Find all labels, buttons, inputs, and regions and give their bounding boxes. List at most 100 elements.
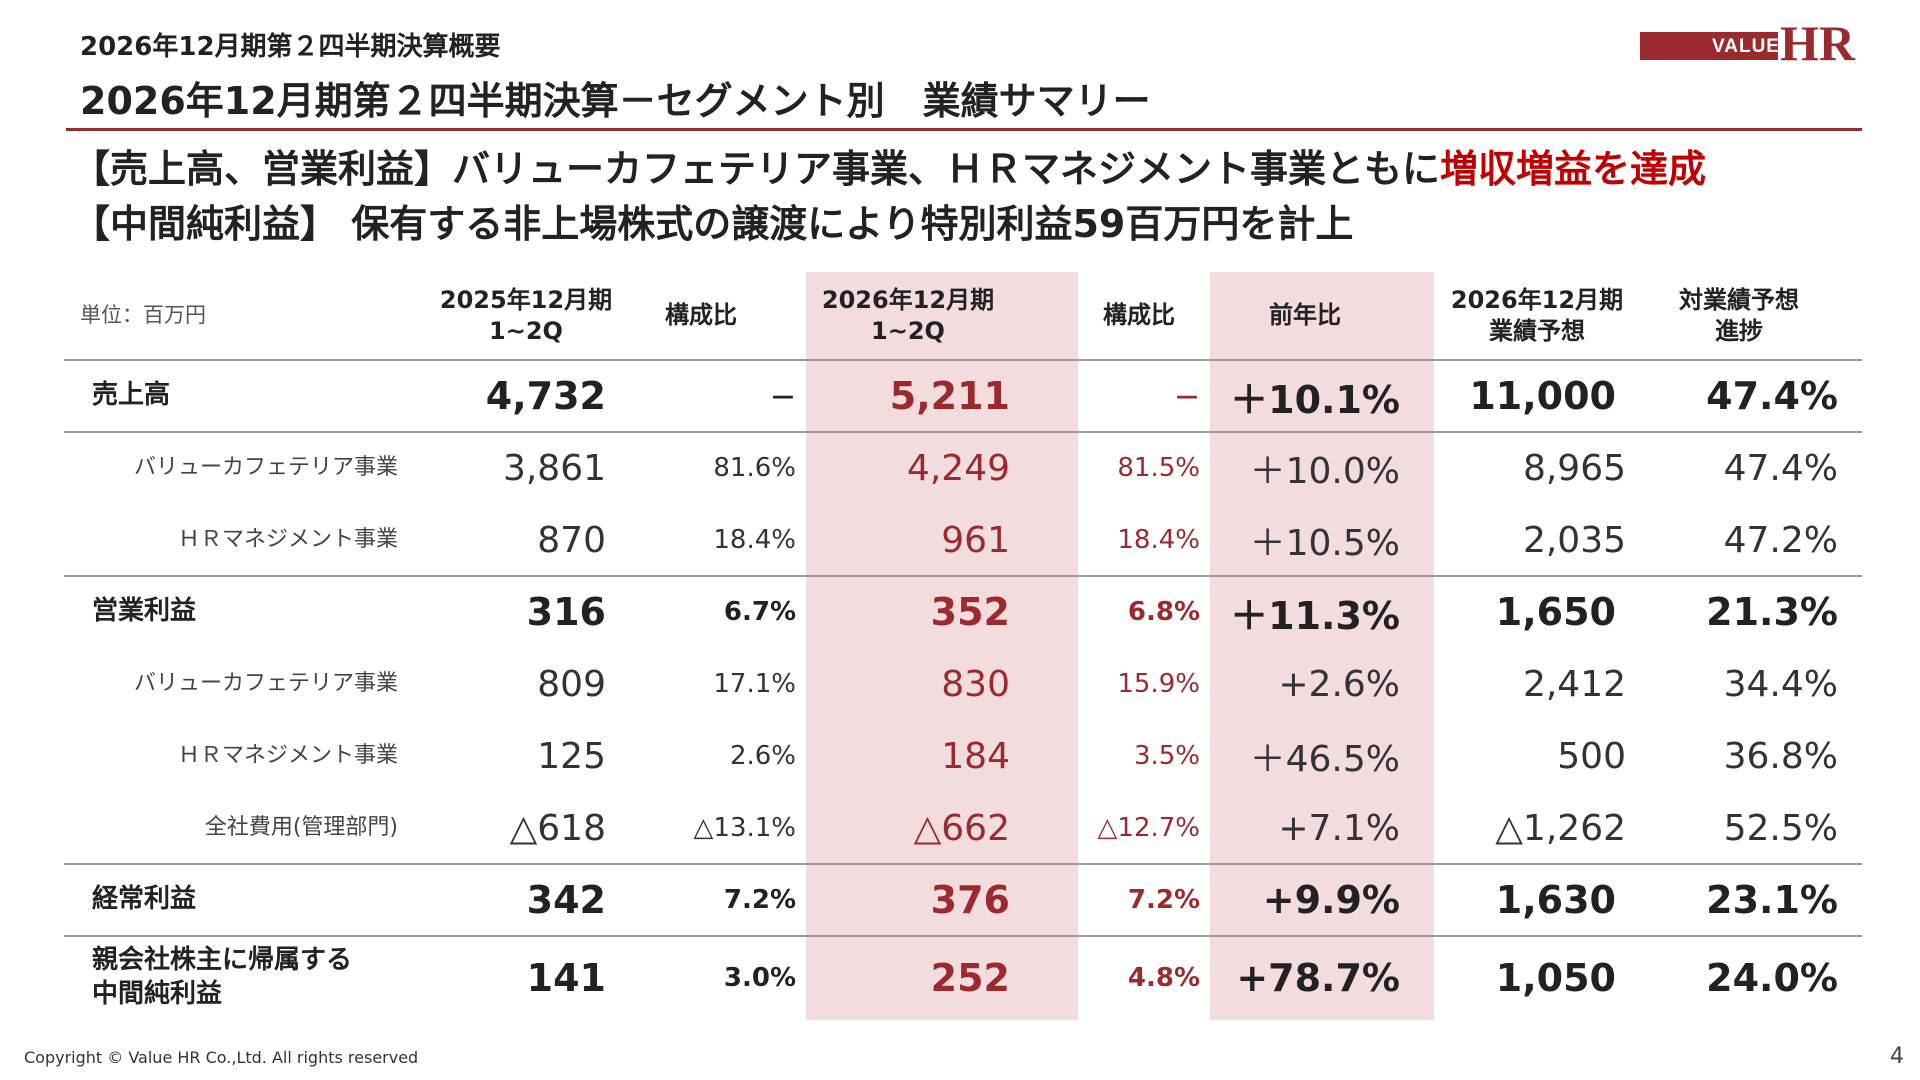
row-label: ＨＲマネジメント事業 <box>92 720 398 792</box>
table-cell: 81.5% <box>1117 453 1200 483</box>
row-label-text: バリューカフェテリア事業 <box>134 454 398 483</box>
column-header-line1: 構成比 <box>665 301 737 330</box>
column-header-5: 前年比 <box>1200 272 1410 360</box>
table-cell: ＋46.5% <box>1249 739 1400 780</box>
row-label-line1: 親会社株主に帰属する <box>92 945 353 976</box>
table-cell: 342 <box>526 878 606 922</box>
table-cell: △12.7% <box>1097 813 1200 843</box>
headline-net-income: 【中間純利益】 保有する非上場株式の譲渡により特別利益59百万円を計上 <box>72 202 1354 246</box>
table-cell: △618 <box>509 807 606 849</box>
row-label: 全社費用(管理部門) <box>92 792 398 864</box>
table-cell: 830 <box>941 663 1010 705</box>
table-cell: 15.9% <box>1117 669 1200 699</box>
row-label-text: ＨＲマネジメント事業 <box>178 526 398 555</box>
table-cell: +7.1% <box>1278 807 1400 849</box>
page-number: 4 <box>1890 1044 1904 1069</box>
table-cell: 21.3% <box>1706 590 1838 634</box>
column-header-2: 構成比 <box>596 272 806 360</box>
yoy-highlight <box>1210 272 1434 1020</box>
column-header-line2: 業績予想 <box>1488 317 1585 345</box>
title-divider <box>66 128 1862 131</box>
row-label-text: バリューカフェテリア事業 <box>134 670 398 699</box>
table-cell: 376 <box>930 878 1010 922</box>
table-cell: 2,412 <box>1522 663 1626 705</box>
row-divider <box>64 575 1862 577</box>
row-divider <box>64 359 1862 361</box>
row-label: ＨＲマネジメント事業 <box>92 504 398 576</box>
table-cell: 18.4% <box>713 525 796 555</box>
table-cell: 36.8% <box>1723 735 1838 777</box>
table-cell: ＋10.0% <box>1249 451 1400 492</box>
table-cell: 870 <box>537 519 606 561</box>
table-cell: 11,000 <box>1469 374 1616 418</box>
table-cell: 3,861 <box>502 447 606 489</box>
table-cell: 23.1% <box>1706 878 1838 922</box>
table-cell: 17.1% <box>713 669 796 699</box>
column-header-text: 構成比 <box>665 300 737 331</box>
table-cell: 24.0% <box>1706 956 1838 1000</box>
column-header-text: 2025年12月期 1~2Q <box>440 285 612 347</box>
table-cell: － <box>769 383 796 414</box>
table-cell: 316 <box>526 590 606 634</box>
table-cell: 184 <box>941 735 1010 777</box>
value-hr-logo: VALUE HR <box>1640 15 1862 71</box>
row-label-text: 全社費用(管理部門) <box>205 814 398 843</box>
row-label: 親会社株主に帰属する 中間純利益 <box>92 936 402 1020</box>
column-header-text: 2026年12月期 業績予想 <box>1451 285 1623 347</box>
table-cell: △662 <box>913 807 1010 849</box>
table-cell: 3.0% <box>723 963 796 993</box>
table-cell: 500 <box>1557 735 1626 777</box>
table-cell: 52.5% <box>1723 807 1838 849</box>
row-label: 経常利益 <box>92 864 402 936</box>
table-cell: 6.8% <box>1127 597 1200 627</box>
unit-label: 単位：百万円 <box>80 303 206 328</box>
page-title: 2026年12月期第２四半期決算－セグメント別 業績サマリー <box>80 79 1151 123</box>
table-cell: ＋11.3% <box>1230 593 1400 638</box>
row-label-line2: 中間純利益 <box>92 979 223 1009</box>
row-label: 営業利益 <box>92 576 402 648</box>
row-label-text: 経常利益 <box>92 883 196 917</box>
column-header-4: 構成比 <box>1068 272 1210 360</box>
table-cell: 4,732 <box>485 374 606 418</box>
table-cell: 352 <box>930 590 1010 634</box>
headline-revenue: 【売上高、営業利益】バリューカフェテリア事業、ＨＲマネジメント事業ともに増収増益… <box>72 138 1706 193</box>
table-cell: 809 <box>537 663 606 705</box>
table-cell: +78.7% <box>1236 956 1400 1000</box>
column-header-line1: 対業績予想 <box>1679 285 1799 314</box>
table-cell: 125 <box>537 735 606 777</box>
table-cell: 8,965 <box>1522 447 1626 489</box>
table-cell: 18.4% <box>1117 525 1200 555</box>
column-header-line1: 前年比 <box>1269 301 1341 330</box>
table-cell: +9.9% <box>1262 878 1400 922</box>
row-label-text: ＨＲマネジメント事業 <box>178 742 398 771</box>
column-header-line2: 進捗 <box>1715 317 1763 345</box>
column-header-6: 2026年12月期 業績予想 <box>1434 272 1640 360</box>
row-divider <box>64 431 1862 433</box>
headline-highlight: 増収増益を達成 <box>1440 147 1707 191</box>
row-label-line: バリューカフェテリア事業 <box>133 454 398 480</box>
table-cell: 2,035 <box>1522 519 1626 561</box>
table-cell: △1,262 <box>1495 807 1626 849</box>
column-header-7: 対業績予想 進捗 <box>1630 272 1848 360</box>
row-label-text: 親会社株主に帰属する 中間純利益 <box>92 944 352 1012</box>
column-header-line1: 2026年12月期 <box>821 285 995 314</box>
table-cell: 47.2% <box>1723 519 1838 561</box>
row-label: バリューカフェテリア事業 <box>92 648 398 720</box>
copyright: Copyright © Value HR Co.,Ltd. All rights… <box>24 1048 419 1067</box>
column-header-line1: 2026年12月期 <box>1450 285 1624 314</box>
row-label-line: ＨＲマネジメント事業 <box>177 526 398 552</box>
table-cell: 1,630 <box>1495 878 1616 922</box>
table-cell: 47.4% <box>1723 447 1838 489</box>
table-cell: ＋10.5% <box>1249 523 1400 564</box>
column-header-3: 2026年12月期 1~2Q <box>796 272 1020 360</box>
logo-hr-text: HR <box>1780 15 1855 71</box>
table-cell: 3.5% <box>1133 741 1200 771</box>
row-label-line: 売上高 <box>92 380 171 411</box>
row-label: 売上高 <box>92 360 402 432</box>
table-cell: 141 <box>526 956 606 1000</box>
logo-bar <box>1640 32 1778 60</box>
table-cell: 2.6% <box>729 741 796 771</box>
table-cell: 47.4% <box>1706 374 1838 418</box>
column-header-line2: 1~2Q <box>871 317 945 345</box>
table-cell: 5,211 <box>889 374 1010 418</box>
